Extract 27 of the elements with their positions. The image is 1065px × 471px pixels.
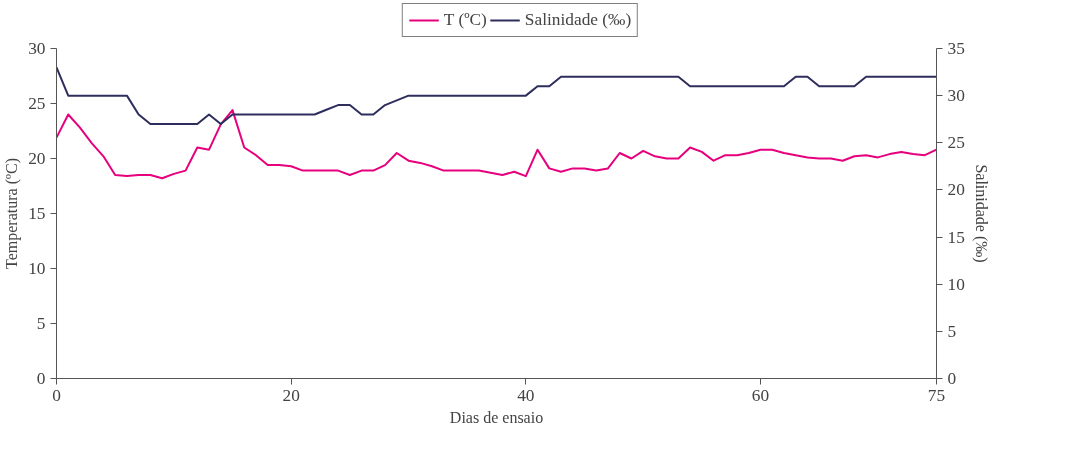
- x-tick-label: 60: [751, 385, 770, 405]
- y-tick-label: 30: [28, 39, 46, 58]
- y-tick-label: 5: [36, 314, 46, 333]
- y-tick-label: 15: [28, 204, 46, 223]
- y-tick-label: 25: [28, 94, 46, 113]
- y2-tick-label: 20: [947, 180, 965, 200]
- y2-tick-label: 10: [947, 274, 965, 294]
- line-series: [56, 109, 937, 180]
- y-tick-label: 20: [28, 149, 46, 168]
- y-tick-label: 0: [36, 369, 46, 388]
- y2-axis-title: Salinidade (‰): [971, 164, 990, 263]
- y2-tick-label: 30: [947, 86, 965, 106]
- legend-label: T (ºC): [443, 10, 487, 30]
- x-tick-label: 40: [517, 385, 535, 405]
- x-tick-label: 20: [282, 385, 300, 405]
- legend-label: Salinidade (‰): [524, 10, 632, 30]
- y-tick-label: 10: [28, 259, 46, 278]
- y-axis-title: Temperatura (ºC): [3, 158, 22, 269]
- y2-tick-label: 35: [947, 39, 965, 58]
- y2-tick-label: 0: [947, 369, 957, 388]
- x-tick-label: 75: [927, 385, 946, 405]
- y2-tick-label: 5: [947, 321, 957, 341]
- line-series: [56, 66, 937, 125]
- x-tick-label: 0: [52, 385, 61, 405]
- x-axis-title: Dias de ensaio: [449, 408, 544, 426]
- y2-tick-label: 25: [947, 133, 965, 153]
- y2-tick-label: 15: [947, 227, 965, 247]
